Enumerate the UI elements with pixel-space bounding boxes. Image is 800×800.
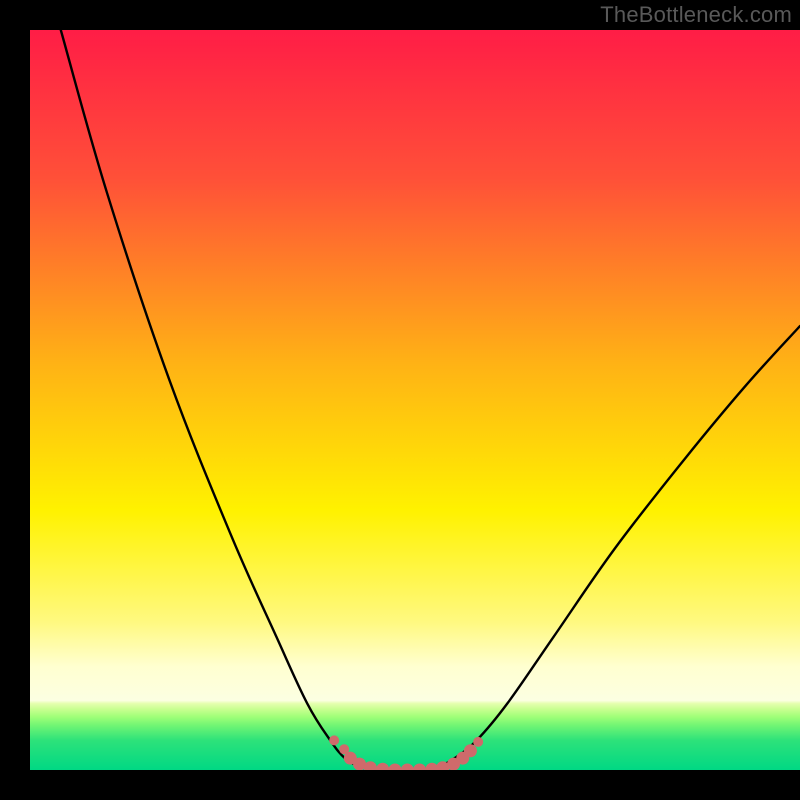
gradient-plot-area <box>30 30 800 770</box>
bottleneck-chart <box>0 0 800 800</box>
curve-marker <box>473 737 483 747</box>
curve-marker <box>329 735 339 745</box>
chart-container: TheBottleneck.com <box>0 0 800 800</box>
curve-marker <box>464 744 477 757</box>
watermark-text: TheBottleneck.com <box>600 2 792 28</box>
